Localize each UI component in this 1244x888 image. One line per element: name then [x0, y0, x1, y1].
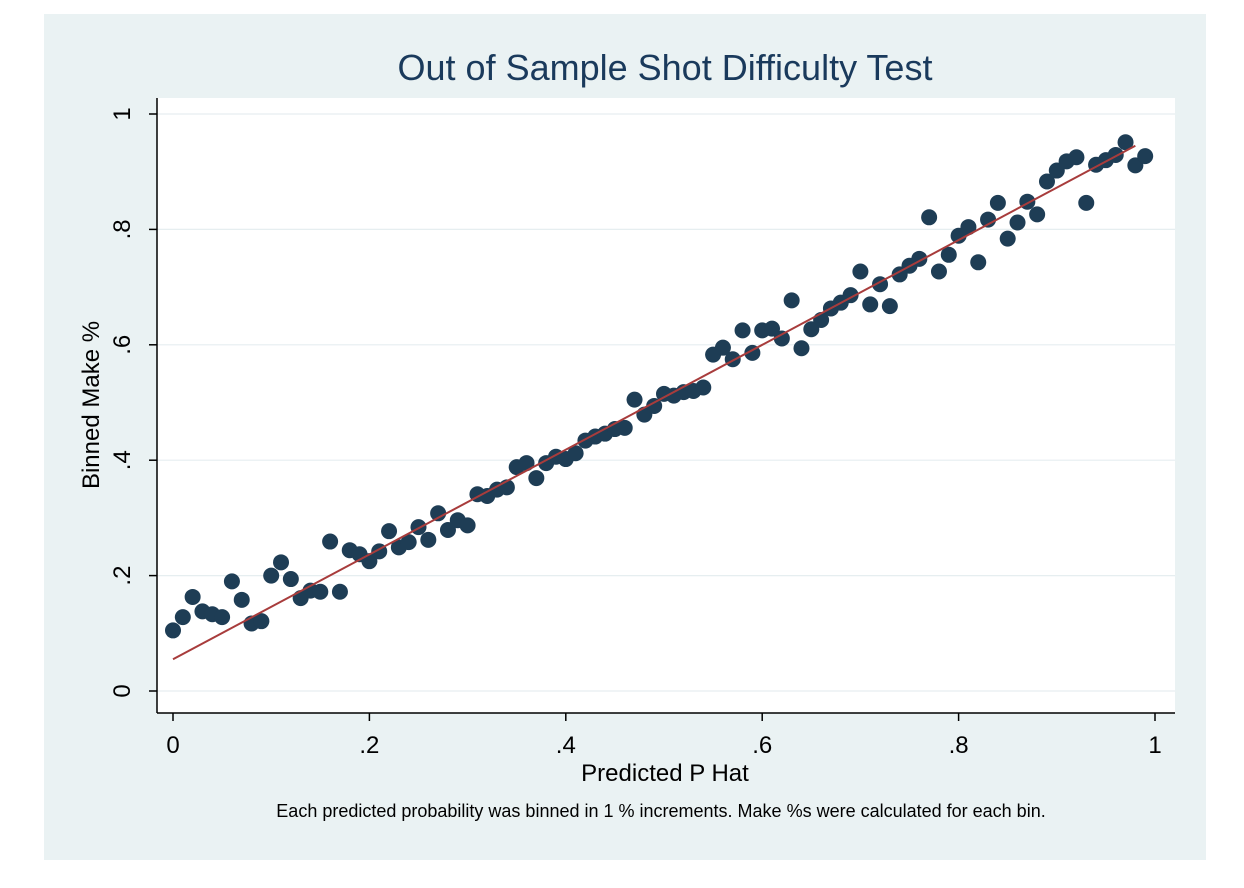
x-axis-ticks: 0 .2 .4 .6 .8 1 — [166, 713, 1162, 759]
plot-area — [157, 98, 1175, 713]
data-point — [999, 230, 1016, 247]
data-point — [331, 583, 348, 600]
data-point — [528, 470, 545, 487]
data-point — [174, 609, 191, 626]
data-point — [439, 522, 456, 539]
grid-lines — [157, 113, 1175, 692]
x-tick-label: .6 — [752, 732, 772, 759]
data-point — [381, 523, 398, 540]
data-point — [921, 209, 938, 226]
x-tick-label: .4 — [556, 732, 576, 759]
data-point — [567, 445, 584, 462]
data-point — [282, 571, 299, 588]
data-point — [214, 609, 231, 626]
data-point — [940, 246, 957, 263]
data-point — [734, 322, 751, 339]
data-point — [1107, 146, 1124, 163]
chart-note: Each predicted probability was binned in… — [276, 801, 1045, 821]
data-point — [518, 455, 535, 472]
data-point — [312, 583, 329, 600]
data-point — [1137, 148, 1154, 165]
y-tick-label: .2 — [109, 566, 136, 586]
data-point — [1078, 194, 1095, 211]
data-point — [960, 219, 977, 236]
data-point — [616, 419, 633, 436]
data-point — [400, 534, 417, 551]
x-tick-label: 0 — [166, 732, 179, 759]
data-point — [273, 554, 290, 571]
data-point — [793, 340, 810, 357]
x-tick-label: .2 — [359, 732, 379, 759]
y-tick-label: 1 — [109, 107, 136, 120]
y-tick-label: .6 — [109, 335, 136, 355]
data-point — [1029, 206, 1046, 223]
data-point — [930, 263, 947, 280]
y-tick-label: .8 — [109, 219, 136, 239]
data-point — [773, 330, 790, 347]
y-tick-label: 0 — [109, 684, 136, 697]
data-point — [459, 517, 476, 534]
y-axis-label: Binned Make % — [78, 321, 105, 489]
y-tick-label: .4 — [109, 450, 136, 470]
data-point — [184, 588, 201, 605]
data-point — [253, 613, 270, 630]
data-point — [714, 339, 731, 356]
x-tick-label: 1 — [1148, 732, 1161, 759]
data-point — [165, 622, 181, 639]
data-point — [695, 379, 712, 396]
data-point — [724, 351, 741, 368]
data-point — [980, 211, 997, 228]
data-point — [764, 320, 781, 337]
data-point — [430, 505, 447, 522]
data-point — [1009, 214, 1026, 231]
chart-title: Out of Sample Shot Difficulty Test — [398, 47, 933, 88]
data-point — [970, 254, 987, 271]
data-point — [1117, 134, 1134, 151]
data-point — [322, 533, 339, 550]
x-tick-label: .8 — [949, 732, 969, 759]
data-point — [783, 292, 800, 309]
data-point — [263, 567, 280, 584]
data-point — [862, 296, 879, 313]
data-point — [233, 591, 250, 608]
data-point — [989, 194, 1006, 211]
data-point — [420, 531, 437, 548]
x-axis-label: Predicted P Hat — [581, 760, 749, 787]
y-axis-ticks: 0 .2 .4 .6 .8 1 — [109, 107, 157, 698]
data-point — [852, 263, 869, 280]
data-point — [1038, 173, 1055, 190]
data-point — [646, 397, 663, 414]
data-point — [626, 391, 643, 408]
data-point — [1068, 149, 1085, 166]
data-point — [881, 298, 898, 315]
fit-line — [172, 144, 1136, 661]
data-point — [223, 573, 240, 590]
